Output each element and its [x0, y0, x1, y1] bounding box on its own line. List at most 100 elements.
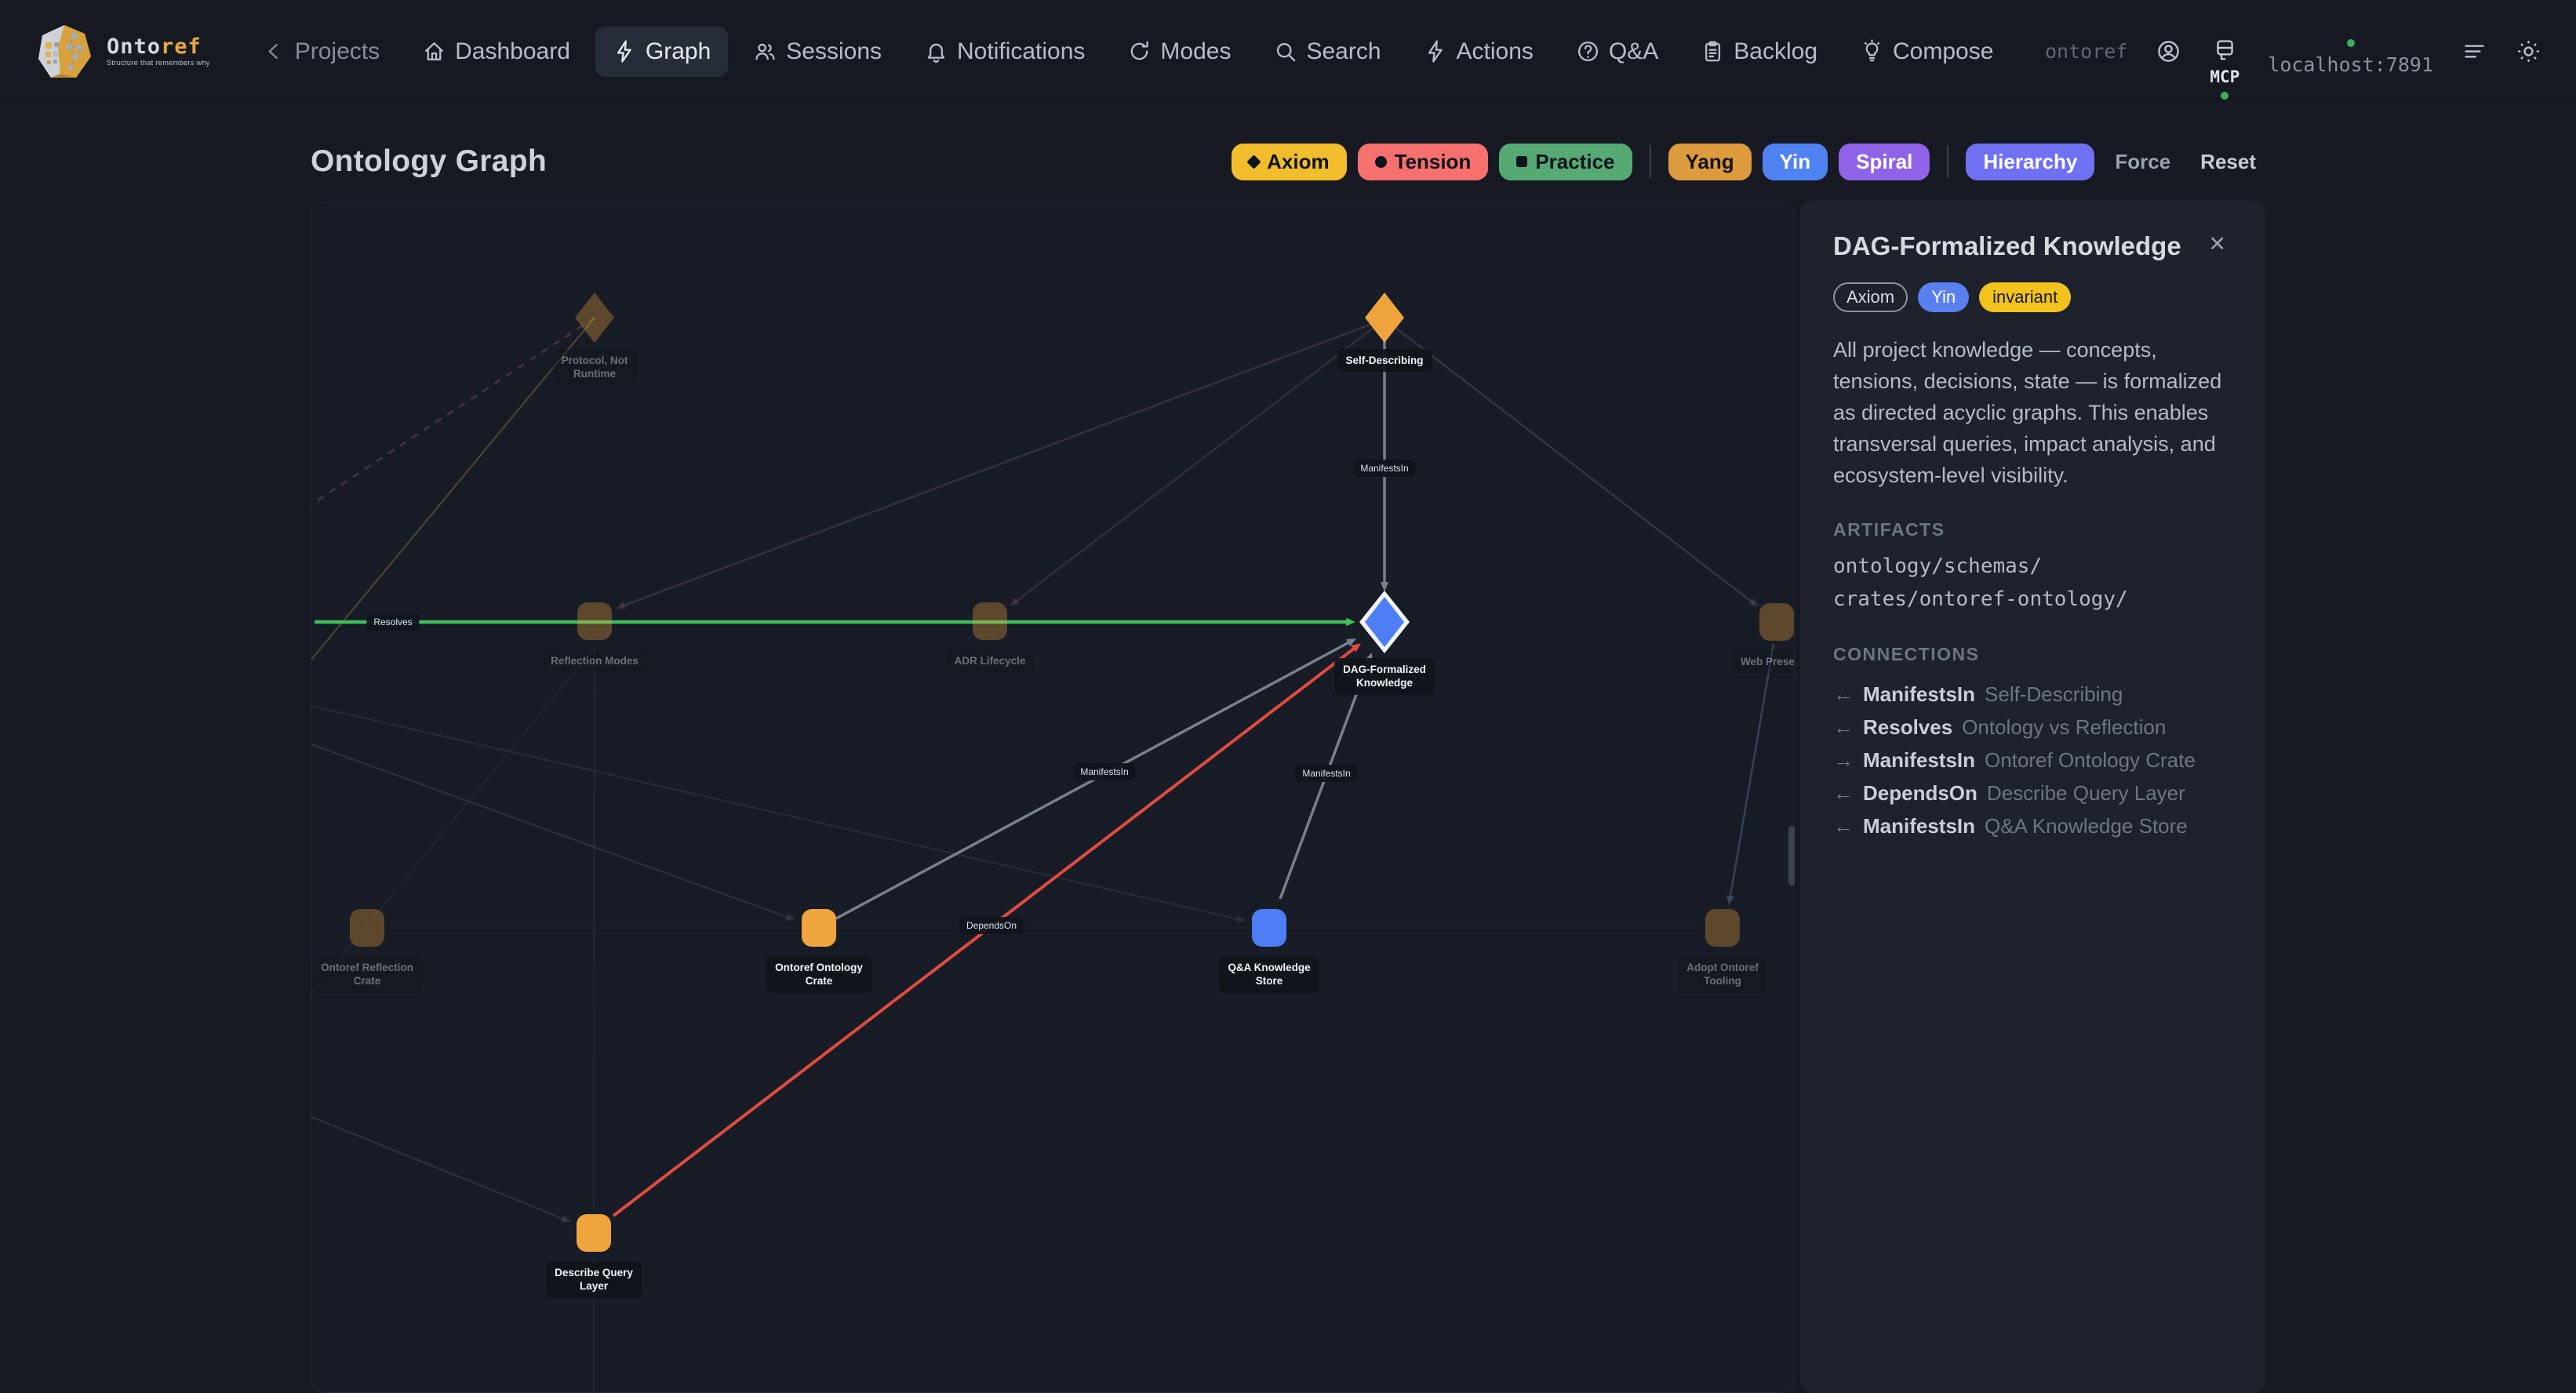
- diamond-shape-icon: [1246, 154, 1261, 169]
- layout-hierarchy[interactable]: Hierarchy: [1966, 143, 2095, 180]
- graph-node-self-describing[interactable]: [1365, 293, 1404, 343]
- filter-divider: [1649, 145, 1651, 178]
- nav-item-search[interactable]: Search: [1256, 27, 1398, 77]
- node-label-reflection-modes: Reflection Modes: [542, 649, 647, 673]
- ontology-graph-canvas[interactable]: ManifestsIn Resolves DependsOn ManifestsIn M…: [311, 201, 1795, 1393]
- nav-item-dashboard[interactable]: Dashboard: [405, 27, 588, 77]
- node-label-qa-knowledge-store: Q&A Knowledge Store: [1219, 956, 1319, 993]
- clipboard-icon: [1705, 41, 1721, 62]
- nav-item-notifications[interactable]: Notifications: [907, 27, 1102, 77]
- chevron-left-icon: [268, 43, 278, 60]
- graph-node-reflection-modes[interactable]: [577, 602, 612, 640]
- bolt-icon: [617, 40, 631, 63]
- edge-label-manifestsin: ManifestsIn: [1353, 460, 1416, 477]
- workspace-name: ontoref: [2044, 40, 2128, 63]
- connection-direction-arrow: ←: [1833, 813, 1854, 838]
- connection-row[interactable]: ← DependsOn Describe Query Layer: [1833, 777, 2232, 809]
- connection-row[interactable]: ← ManifestsIn Self-Describing: [1833, 678, 2232, 711]
- nav-item-label: Modes: [1160, 38, 1232, 64]
- nav-item-backlog[interactable]: Backlog: [1683, 27, 1835, 77]
- graph-node-describe-query-layer[interactable]: [577, 1214, 611, 1252]
- connection-relation: DependsOn: [1863, 780, 1977, 805]
- graph-scrollbar-thumb[interactable]: [1788, 826, 1795, 886]
- square-node-shape: [802, 909, 836, 947]
- nav-item-qa[interactable]: Q&A: [1559, 27, 1675, 77]
- graph-node-web-presence[interactable]: [1759, 603, 1794, 641]
- filter-spiral[interactable]: Spiral: [1839, 143, 1930, 180]
- wordmark: Ontoref: [107, 35, 202, 59]
- filter-yang[interactable]: Yang: [1668, 143, 1752, 180]
- mcp-status[interactable]: MCP: [2210, 38, 2239, 100]
- reset-button[interactable]: Reset: [2191, 144, 2265, 180]
- node-label-dag-formalized-knowledge: DAG-Formalized Knowledge: [1334, 658, 1435, 695]
- square-node-shape: [577, 602, 612, 640]
- nav-item-label: Backlog: [1734, 38, 1818, 64]
- graph-edges-layer: [311, 316, 1775, 1392]
- node-detail-panel: DAG-Formalized Knowledge ✕ Axiom Yin invar…: [1800, 201, 2265, 1393]
- nav-item-label: Projects: [294, 38, 380, 64]
- square-node-shape: [1759, 603, 1794, 641]
- nav-item-projects[interactable]: Projects: [245, 27, 397, 77]
- nav-item-actions[interactable]: Actions: [1406, 27, 1551, 77]
- mcp-label: MCP: [2210, 67, 2240, 86]
- layout-force[interactable]: Force: [2105, 144, 2180, 180]
- graph-node-adopt-ontoref-tooling[interactable]: [1705, 909, 1740, 947]
- connection-direction-arrow: →: [1833, 747, 1854, 772]
- theme-toggle-button[interactable]: [2516, 38, 2541, 64]
- edge-label-dependson: DependsOn: [959, 917, 1024, 934]
- artifacts-list: ontology/schemas/crates/ontoref-ontology…: [1833, 550, 2232, 616]
- filter-label: Tension: [1394, 149, 1472, 173]
- filter-label: Yang: [1685, 149, 1734, 173]
- badge-invariant: invariant: [1979, 282, 2072, 312]
- diamond-node-shape: [1365, 597, 1404, 647]
- filter-yin[interactable]: Yin: [1762, 143, 1828, 180]
- graph-node-qa-knowledge-store[interactable]: [1252, 909, 1286, 947]
- filter-tension[interactable]: Tension: [1357, 143, 1489, 180]
- nav-item-label: Sessions: [786, 38, 882, 64]
- connection-row[interactable]: → ManifestsIn Ontoref Ontology Crate: [1833, 744, 2232, 777]
- artifact-path[interactable]: ontology/schemas/: [1833, 554, 2043, 578]
- filter-divider: [1947, 145, 1949, 178]
- filter-practice[interactable]: Practice: [1499, 143, 1632, 180]
- graph-node-ontoref-reflection-crate[interactable]: [350, 909, 384, 947]
- nav-item-label: Compose: [1893, 38, 1994, 64]
- user-circle-icon: [2158, 41, 2180, 62]
- nav-item-compose[interactable]: Compose: [1843, 27, 2010, 77]
- badge-yin: Yin: [1918, 282, 1970, 312]
- filter-label: Force: [2115, 149, 2171, 173]
- mcp-server-icon: [2217, 40, 2233, 60]
- badge-axiom: Axiom: [1833, 282, 1908, 312]
- connection-target: Ontoref Ontology Crate: [1985, 747, 2196, 772]
- home-icon: [425, 42, 444, 60]
- square-node-shape: [1705, 909, 1740, 947]
- cycle-icon: [1131, 41, 1149, 60]
- nav-item-label: Graph: [645, 38, 711, 64]
- top-nav: Ontoref Structure that remembers why Pro…: [0, 0, 2576, 104]
- account-button[interactable]: [2156, 38, 2181, 64]
- node-label-web-presence: Web Presence: [1731, 650, 1794, 674]
- filter-label: Practice: [1535, 149, 1615, 173]
- graph-node-ontoref-ontology-crate[interactable]: [802, 909, 836, 947]
- logo[interactable]: Ontoref Structure that remembers why: [35, 24, 210, 80]
- graph-node-dag-formalized-knowledge[interactable]: [1359, 591, 1410, 653]
- menu-button[interactable]: [2461, 38, 2487, 64]
- artifact-path[interactable]: crates/ontoref-ontology/: [1833, 587, 2128, 611]
- diamond-node-shape: [1365, 293, 1404, 343]
- nav-item-graph[interactable]: Graph: [595, 26, 729, 77]
- edge-label-manifestsin: ManifestsIn: [1073, 763, 1136, 780]
- node-label-ontoref-ontology-crate: Ontoref Ontology Crate: [766, 956, 871, 993]
- nav-item-modes[interactable]: Modes: [1110, 27, 1248, 77]
- node-label-adr-lifecycle: ADR Lifecycle: [945, 649, 1035, 673]
- close-icon[interactable]: ✕: [2208, 232, 2226, 256]
- filter-axiom[interactable]: Axiom: [1232, 143, 1347, 180]
- connection-row[interactable]: ← Resolves Ontology vs Reflection: [1833, 711, 2232, 744]
- nav-item-sessions[interactable]: Sessions: [736, 27, 899, 77]
- edge-label-manifestsin: ManifestsIn: [1295, 765, 1358, 782]
- graph-node-protocol-not-runtime[interactable]: [575, 293, 614, 343]
- graph-node-adr-lifecycle[interactable]: [973, 602, 1007, 640]
- connection-row[interactable]: ← ManifestsIn Q&A Knowledge Store: [1833, 809, 2232, 842]
- connection-relation: ManifestsIn: [1863, 813, 1976, 838]
- node-description: All project knowledge — concepts, tensio…: [1833, 337, 2222, 487]
- search-icon: [1277, 42, 1296, 62]
- filter-label: Yin: [1779, 149, 1811, 173]
